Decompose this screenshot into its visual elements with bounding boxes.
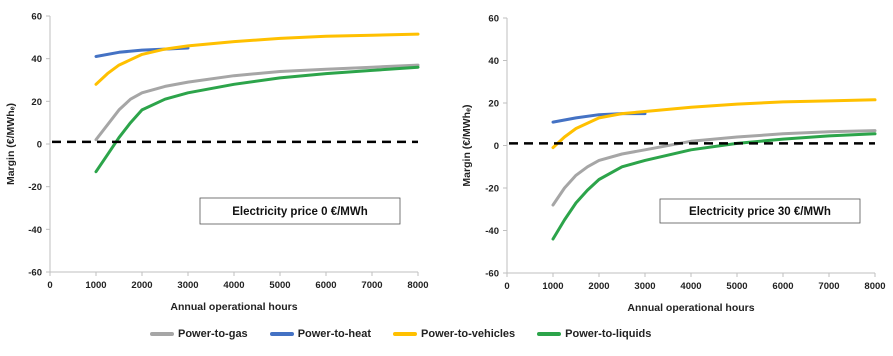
panel2-y-axis-title: Margin (€/MWhₑ) (461, 104, 473, 186)
panel2-x-axis-title: Annual operational hours (627, 302, 754, 314)
legend-label-power-to-heat: Power-to-heat (297, 328, 372, 340)
panel1-series-power-to-liquids (94, 65, 420, 174)
panel1-x-tick-label: 3000 (177, 280, 198, 291)
panel1-x-tick-label: 0 (47, 280, 52, 291)
panel2-annotation-text: Electricity price 30 €/MWh (689, 206, 831, 218)
panel2-x-tick-label: 6000 (772, 281, 793, 292)
panel2-annotation-box (659, 198, 861, 224)
panel1-x-tick-label: 1000 (85, 280, 106, 291)
panel1-x-tick-label: 8000 (407, 280, 428, 291)
legend: Power-to-gas Power-to-heat Power-to-vehi… (150, 323, 651, 345)
panel1-x-tick-label: 7000 (361, 280, 382, 291)
panel2-x-tick-label: 5000 (726, 281, 747, 292)
panel1-y-tick-label: -60 (28, 268, 42, 279)
legend-swatch-power-to-vehicles (393, 332, 418, 336)
legend-item-power-to-heat: Power-to-heat (269, 328, 372, 340)
panel1-x-tick-label: 6000 (315, 280, 336, 291)
panel2-y-tick-label: -20 (485, 184, 499, 195)
panel2-y-tick-label: 20 (488, 99, 499, 110)
panel1-annotation-box (199, 197, 401, 225)
panel1-x-tick-label: 2000 (131, 280, 152, 291)
panel1-y-tick-label: -40 (28, 225, 42, 236)
panel2-series-power-to-liquids (551, 132, 877, 241)
panel1-series-power-to-gas (94, 63, 420, 142)
panel2-y-tick-label: 60 (488, 14, 499, 25)
panel2-series-power-to-vehicles (551, 98, 877, 150)
panel2-y-tick-label: 40 (488, 56, 499, 67)
legend-label-power-to-vehicles: Power-to-vehicles (421, 328, 516, 340)
panel1-y-tick-label: 20 (31, 97, 42, 108)
panel1-x-tick-label: 4000 (223, 280, 244, 291)
panel1-x-axis-title: Annual operational hours (170, 301, 297, 313)
panel2-x-tick-label: 2000 (588, 281, 609, 292)
legend-item-power-to-gas: Power-to-gas (150, 328, 248, 340)
legend-label-power-to-liquids: Power-to-liquids (565, 328, 652, 340)
panel1-y-tick-label: 40 (31, 54, 42, 65)
panel2-x-tick-label: 7000 (818, 281, 839, 292)
panel1-annotation-text: Electricity price 0 €/MWh (232, 206, 368, 218)
panel2-y-tick-label: -40 (485, 226, 499, 237)
legend-item-power-to-vehicles: Power-to-vehicles (393, 328, 515, 340)
legend-swatch-power-to-liquids (537, 332, 562, 336)
panel1-y-tick-label: -20 (28, 182, 42, 193)
panel2-series-power-to-gas (551, 129, 877, 207)
panel1-y-axis-title: Margin (€/MWhₑ) (5, 103, 17, 185)
panel2-x-tick-label: 3000 (634, 281, 655, 292)
panel1-y-tick-label: 60 (31, 12, 42, 23)
panel2-x-tick-label: 0 (504, 281, 509, 292)
legend-swatch-power-to-gas (150, 332, 174, 336)
panel1-series-power-to-vehicles (94, 32, 420, 86)
panel2-x-tick-label: 8000 (864, 281, 885, 292)
panel1-x-tick-label: 5000 (269, 280, 290, 291)
panel2-x-tick-label: 1000 (542, 281, 563, 292)
legend-label-power-to-gas: Power-to-gas (178, 328, 248, 340)
panel2-y-tick-label: 0 (494, 141, 499, 152)
panel2-x-tick-label: 4000 (680, 281, 701, 292)
panel2-y-tick-label: -60 (485, 269, 499, 280)
panel1-y-tick-label: 0 (37, 140, 42, 151)
legend-swatch-power-to-heat (269, 332, 294, 336)
legend-item-power-to-liquids: Power-to-liquids (537, 328, 651, 340)
